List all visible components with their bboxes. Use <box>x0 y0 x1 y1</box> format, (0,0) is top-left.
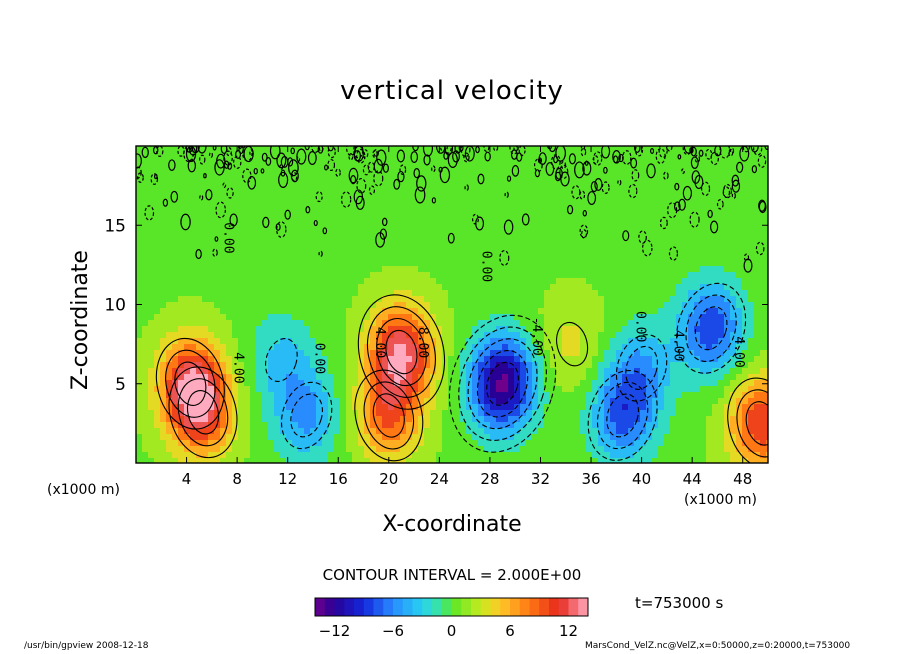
contour-line <box>587 369 658 461</box>
contour-line <box>458 326 547 441</box>
contour-line <box>165 349 216 418</box>
contour-label: 4.00 <box>372 327 387 358</box>
contour-line <box>676 282 747 374</box>
colorbar-tick-label: 12 <box>559 622 578 640</box>
contour-line <box>727 377 768 463</box>
contour-line <box>366 306 436 398</box>
x-tick-label: 12 <box>278 470 297 488</box>
footer-command: /usr/bin/gpview 2008-12-18 <box>24 641 149 651</box>
chart-title: vertical velocity <box>340 76 564 106</box>
x-tick-label: 44 <box>683 470 702 488</box>
contour-line <box>467 338 538 430</box>
contour-line <box>265 337 298 382</box>
contour-line <box>745 401 768 446</box>
colorbar-swatch <box>461 598 472 616</box>
colorbar-swatch <box>471 598 482 616</box>
colorbar-swatch <box>441 598 452 616</box>
contour-line <box>685 294 737 363</box>
contour-line <box>606 393 639 438</box>
contour-line <box>155 337 225 430</box>
colorbar-swatch <box>324 598 335 616</box>
x-tick-label: 28 <box>480 470 499 488</box>
colorbar-swatch <box>529 598 540 616</box>
y-tick-label: 15 <box>104 216 126 236</box>
contour-line <box>354 369 424 462</box>
colorbar-swatch <box>451 598 462 616</box>
x-unit-label-right: (x1000 m) <box>684 492 757 508</box>
x-tick-label: 32 <box>531 470 550 488</box>
colorbar-swatch <box>354 598 365 616</box>
contour-line <box>486 361 519 406</box>
contour-line <box>186 390 220 435</box>
y-tick-label: 10 <box>104 296 126 316</box>
colorbar-swatch <box>422 598 433 616</box>
colorbar-swatch <box>578 598 589 616</box>
contour-line <box>168 366 238 459</box>
y-tick-label: 5 <box>115 375 126 395</box>
contour-line <box>385 329 418 375</box>
colorbar-swatch <box>315 598 326 616</box>
colorbar-tick-label: −6 <box>382 622 404 640</box>
colorbar-swatch <box>500 598 511 616</box>
x-tick-label: 20 <box>379 470 398 488</box>
contour-label: 0.00 <box>478 251 493 282</box>
colorbar-swatch <box>568 598 579 616</box>
contour-line <box>556 321 589 367</box>
x-axis-label: X-coordinate <box>382 512 522 537</box>
colorbar-swatch <box>383 598 394 616</box>
x-tick-label: 36 <box>581 470 600 488</box>
contour-interval-text: CONTOUR INTERVAL = 2.000E+00 <box>322 566 582 584</box>
contour-line <box>736 389 768 458</box>
contour-label: 4.00 <box>231 352 246 383</box>
contour-line <box>280 381 333 450</box>
colorbar-swatch <box>490 598 501 616</box>
contour-line <box>177 378 229 447</box>
colorbar-swatch <box>539 598 550 616</box>
contour-label: 4.00 <box>670 330 685 361</box>
colorbar-frame <box>314 597 589 617</box>
x-tick-label: 24 <box>430 470 449 488</box>
colorbar-swatch <box>373 598 384 616</box>
time-label: t=753000 s <box>635 594 724 612</box>
contour-label: 4.00 <box>731 336 746 367</box>
contour-line <box>596 381 649 450</box>
contour-label: 0.00 <box>220 222 235 253</box>
contour-label: 8.00 <box>415 327 430 358</box>
contour-label: -4.00 <box>529 317 544 356</box>
contour-label: 0.00 <box>633 311 648 342</box>
colorbar-swatch <box>510 598 521 616</box>
colorbar-swatch <box>363 598 374 616</box>
x-unit-label-left: (x1000 m) <box>47 482 120 498</box>
colorbar-swatch <box>480 598 491 616</box>
colorbar-swatch <box>549 598 560 616</box>
colorbar-swatch <box>519 598 530 616</box>
contour-line <box>694 306 728 351</box>
contour-line <box>290 393 323 438</box>
contour-line <box>357 294 446 410</box>
x-tick-label: 16 <box>329 470 348 488</box>
colorbar-tick-label: 6 <box>505 622 515 640</box>
colorbar-tick-label: −12 <box>319 622 351 640</box>
colorbar-swatch <box>334 598 345 616</box>
colorbar-swatch <box>393 598 404 616</box>
colorbar-swatch <box>412 598 423 616</box>
colorbar-swatch <box>432 598 443 616</box>
x-tick-label: 8 <box>232 470 242 488</box>
colorbar-tick-label: 0 <box>447 622 457 640</box>
x-tick-label: 4 <box>182 470 192 488</box>
y-axis-label: Z-coordinate <box>68 250 93 390</box>
contour-line <box>625 345 658 390</box>
colorbar-swatch <box>344 598 355 616</box>
colorbar-swatch <box>558 598 569 616</box>
contour-label: 0.00 <box>311 343 326 374</box>
footer-source: MarsCond_VelZ.nc@VelZ,x=0:50000,z=0:2000… <box>585 641 851 651</box>
contour-line <box>363 381 415 450</box>
contour-line <box>615 334 668 402</box>
x-tick-label: 48 <box>733 470 752 488</box>
x-tick-label: 40 <box>632 470 651 488</box>
colorbar-swatch <box>402 598 413 616</box>
contour-line <box>476 350 529 418</box>
contour-line <box>372 393 405 438</box>
